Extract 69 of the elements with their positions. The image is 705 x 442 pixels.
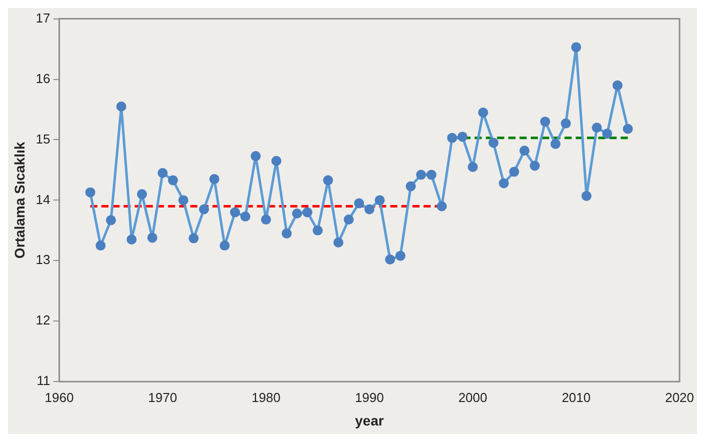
point [312,225,323,236]
point [447,132,458,143]
x-tick-label: 2000 [458,390,488,405]
point [498,178,509,188]
point [519,146,530,156]
point [406,181,416,192]
point [240,212,250,222]
point [158,168,168,178]
point [468,162,478,172]
point [354,198,364,208]
x-tick-label: 1990 [354,390,384,405]
point [540,116,550,127]
point [385,254,396,264]
point [333,238,344,248]
point [478,108,488,118]
point [126,234,137,245]
point [488,138,498,148]
x-tick-label: 1970 [148,390,178,405]
y-tick-label: 12 [36,312,50,328]
point [261,214,272,225]
y-tick-label: 11 [36,373,50,388]
point [178,195,188,206]
point [602,128,612,139]
point [560,118,571,128]
point [116,101,126,112]
y-tick-label: 14 [36,192,50,207]
point [592,122,602,133]
point [147,232,158,243]
x-tick-label: 1980 [252,390,280,405]
point [530,160,540,171]
y-tick-label: 16 [36,70,50,86]
point [292,208,302,219]
point [509,166,520,177]
point [457,132,468,142]
point [85,187,96,198]
x-tick-label: 1960 [44,390,74,405]
point [323,175,334,186]
y-tick-label: 17 [36,10,50,26]
point [571,42,582,52]
point [344,214,354,225]
point [188,233,199,244]
y-tick-label: 13 [36,252,50,268]
point [271,156,282,166]
point [395,250,406,261]
point [426,170,436,180]
point [436,201,447,212]
point [622,124,633,134]
x-tick-label: 2020 [665,390,694,405]
point [550,138,560,149]
y-tick-label: 15 [36,131,50,146]
point [106,215,116,226]
point [168,175,178,186]
point [96,240,106,251]
point [364,204,374,214]
point [230,207,240,218]
y-axis-title: Ortalama Sıcaklık [11,142,28,259]
point [250,151,261,162]
point [136,189,147,200]
x-axis-title: year [354,412,384,428]
point [220,240,230,251]
point [209,174,220,184]
x-tick-label: 2010 [562,390,591,405]
point [198,204,209,214]
point [612,80,623,90]
point [582,190,592,201]
point [416,170,426,180]
point [302,207,312,218]
point [374,195,385,206]
point [282,228,292,238]
